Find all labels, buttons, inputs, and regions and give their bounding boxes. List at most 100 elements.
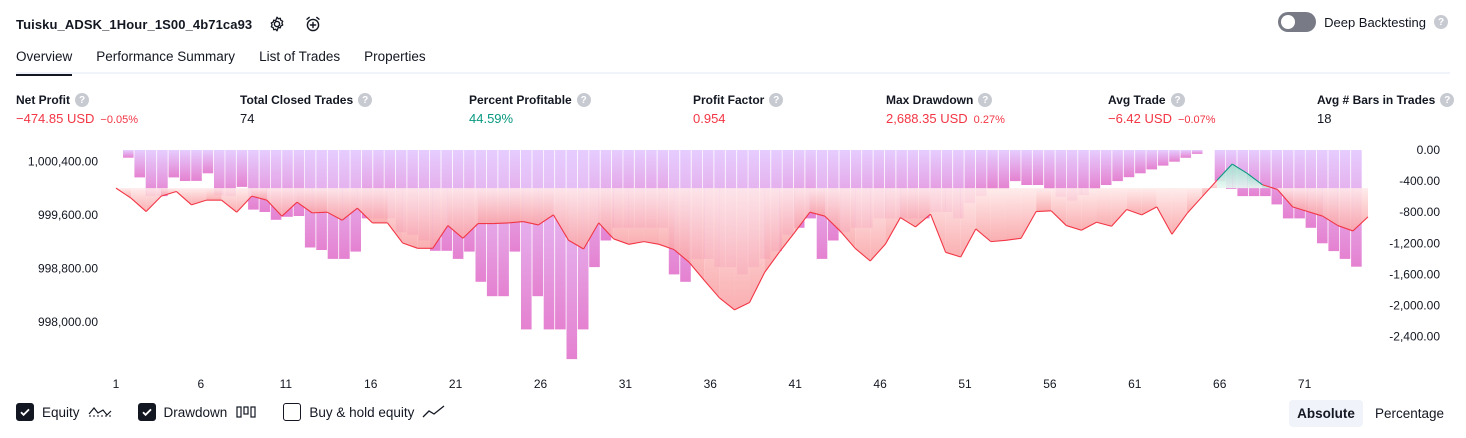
equity-line-segment [251, 195, 267, 201]
equity-line-segment [130, 197, 147, 212]
drawdown-bar [896, 150, 907, 219]
equity-line-segment [779, 231, 796, 252]
y-right-tick-label: -800.00 [1399, 205, 1440, 219]
x-tick-label: 16 [364, 377, 378, 391]
x-tick-label: 51 [958, 377, 972, 391]
equity-loss-area [900, 188, 916, 227]
drawdown-bar [1271, 150, 1283, 205]
x-tick-label: 56 [1043, 377, 1057, 391]
drawdown-bar [202, 150, 214, 174]
percentage-button[interactable]: Percentage [1374, 406, 1444, 421]
equity-line-segment [191, 199, 207, 206]
drawdown-bar [1066, 150, 1078, 201]
stat-label: Percent Profitable [469, 93, 572, 107]
equity-loss-area [975, 188, 991, 242]
equity-line-segment [764, 251, 781, 273]
equity-loss-area [493, 188, 509, 224]
report-tabs: Overview Performance Summary List of Tra… [16, 46, 1450, 76]
equity-line-segment [613, 238, 630, 245]
equity-line-segment [628, 241, 645, 245]
legend-equity[interactable]: Equity [16, 403, 112, 421]
equity-line-segment [1231, 163, 1248, 174]
drawdown-bar [1089, 150, 1101, 189]
help-icon[interactable]: ? [1170, 93, 1185, 107]
equity-line-segment [221, 199, 238, 213]
equity-loss-area [809, 188, 825, 217]
drawdown-bar [214, 150, 225, 196]
x-tick-label: 66 [1213, 377, 1227, 391]
tab-list-of-trades[interactable]: List of Trades [259, 49, 341, 64]
drawdown-bar [1100, 150, 1112, 185]
stat-avg-bars-in-trades: Avg # Bars in Trades? 18 [1317, 93, 1455, 126]
help-icon[interactable]: ? [1440, 93, 1455, 107]
x-tick-label: 11 [280, 377, 293, 391]
absolute-button[interactable]: Absolute [1289, 400, 1363, 427]
equity-loss-area [508, 188, 524, 223]
help-icon[interactable]: ? [769, 93, 784, 107]
equity-line-segment [493, 222, 509, 225]
equity-loss-area [312, 188, 328, 213]
equity-loss-area [206, 188, 222, 201]
legend-drawdown[interactable]: Drawdown [137, 403, 258, 421]
x-tick-label: 61 [1128, 377, 1142, 391]
drawdown-bar [566, 150, 578, 360]
drawdown-bar [248, 150, 259, 210]
equity-drawdown-chart[interactable]: 1,000,400.00 999,600.00 998,800.00 998,000.… [0, 140, 1466, 395]
y-right-tick-label: -400.00 [1399, 174, 1440, 188]
equity-loss-area [538, 188, 554, 225]
help-icon[interactable]: ? [75, 93, 89, 107]
equity-line-segment [115, 187, 132, 199]
drawdown-bar [1294, 150, 1305, 219]
legend-equity-label: Equity [42, 404, 80, 420]
equity-line-segment [281, 201, 298, 217]
equity-line-segment [356, 207, 373, 224]
legend-drawdown-label: Drawdown [163, 404, 228, 420]
stat-value: 18 [1317, 111, 1332, 126]
equity-line-segment [538, 214, 554, 226]
tab-overview[interactable]: Overview [16, 46, 73, 76]
equity-loss-area [1081, 188, 1097, 231]
drawdown-bar [1214, 150, 1226, 182]
equity-loss-area [1096, 188, 1112, 227]
drawdown-bar [1055, 150, 1067, 197]
stat-value: −6.42 USD [1108, 111, 1172, 126]
equity-loss-area [885, 188, 901, 245]
checkbox-drawdown[interactable] [137, 403, 156, 421]
tab-properties[interactable]: Properties [364, 49, 426, 64]
equity-line-segment [1277, 189, 1293, 208]
equity-loss-area [1171, 188, 1187, 235]
equity-line-segment [960, 228, 977, 258]
help-icon[interactable]: ? [576, 93, 591, 107]
y-right-tick-label: -2,400.00 [1389, 330, 1440, 344]
checkbox-equity[interactable] [16, 403, 34, 421]
equity-loss-area [960, 188, 976, 258]
equity-loss-area [674, 188, 690, 263]
deep-backtesting-label: Deep Backtesting [1324, 14, 1426, 30]
equity-line-segment [915, 213, 931, 228]
equity-loss-area [945, 188, 961, 258]
equity-line-segment [1081, 221, 1097, 231]
help-icon[interactable]: ? [978, 93, 993, 107]
drawdown-bar [179, 150, 191, 181]
equity-loss-area [1292, 188, 1308, 212]
stat-label: Avg # Bars in Trades [1317, 93, 1436, 107]
x-tick-label: 31 [619, 377, 633, 391]
equity-loss-area [583, 188, 599, 249]
equity-loss-area [794, 188, 810, 233]
tab-performance-summary[interactable]: Performance Summary [96, 49, 236, 64]
drawdown-bar [1157, 150, 1169, 166]
help-icon[interactable]: ? [358, 93, 373, 107]
gear-icon[interactable] [266, 13, 288, 35]
alarm-clock-plus-icon[interactable] [302, 13, 324, 35]
y-left-tick-label: 999,600.00 [38, 208, 98, 222]
checkbox-buy-hold[interactable] [283, 403, 302, 421]
drawdown-bar [964, 150, 976, 203]
equity-line-segment [387, 222, 404, 244]
equity-loss-area [432, 188, 448, 249]
deep-backtesting-toggle[interactable] [1278, 12, 1317, 32]
strategy-title: Tuisku_ADSK_1Hour_1S00_4b71ca93 [16, 16, 253, 32]
equity-loss-area [131, 188, 147, 212]
legend-buy-hold[interactable]: Buy & hold equity [283, 403, 446, 421]
drawdown-bar [1123, 150, 1135, 178]
help-icon[interactable]: ? [1434, 15, 1448, 29]
